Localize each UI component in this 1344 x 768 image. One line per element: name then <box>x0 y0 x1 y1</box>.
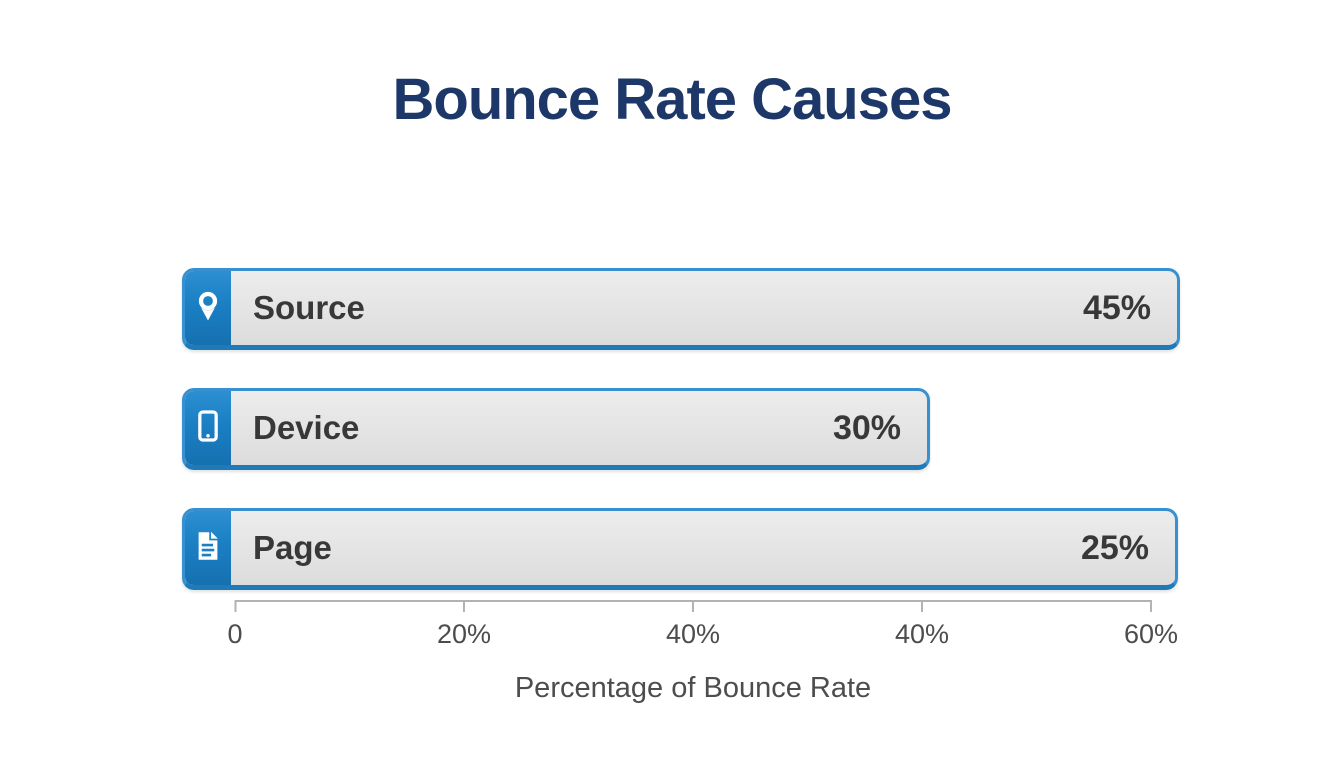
bar-device-label: Device <box>253 409 360 446</box>
axis-tick: 40% <box>895 600 949 650</box>
bar-page-value: 25% <box>1080 528 1149 567</box>
axis-tick-label: 0 <box>227 619 243 649</box>
axis-tick: 0 <box>227 600 243 650</box>
bar-page-icon-block <box>185 511 231 585</box>
bar-page-label: Page <box>253 529 332 566</box>
axis-tick-mark <box>462 600 465 612</box>
bar-device-value: 30% <box>832 408 901 447</box>
bar-source-label: Source <box>253 289 365 326</box>
document-icon <box>193 528 223 569</box>
axis-tick-label: 40% <box>665 619 721 649</box>
axis-tick-mark <box>920 600 923 612</box>
axis-tick-label: 20% <box>436 619 492 649</box>
axis-tick: 40% <box>666 600 720 650</box>
axis-tick-label: 60% <box>1123 619 1179 649</box>
smartphone-icon <box>194 408 222 449</box>
axis-tick-mark <box>234 600 236 612</box>
chart-title: Bounce Rate Causes <box>392 67 953 132</box>
x-axis-label: Percentage of Bounce Rate <box>514 672 872 704</box>
axis-tick-mark <box>1149 600 1152 612</box>
bar-source-icon-block <box>185 271 231 345</box>
axis-tick: 20% <box>437 600 491 650</box>
axis-tick-label: 40% <box>894 619 950 649</box>
bar-source: Source 45% <box>182 268 1180 350</box>
axis-tick-mark <box>691 600 694 612</box>
location-pin-icon <box>193 288 223 329</box>
x-axis: 0 20% 40% 40% 60% <box>227 600 1178 656</box>
bar-device: Device 30% <box>182 388 930 470</box>
bar-source-value: 45% <box>1082 288 1151 327</box>
bar-page: Page 25% <box>182 508 1178 590</box>
bar-device-icon-block <box>185 391 231 465</box>
axis-tick: 60% <box>1124 600 1178 650</box>
